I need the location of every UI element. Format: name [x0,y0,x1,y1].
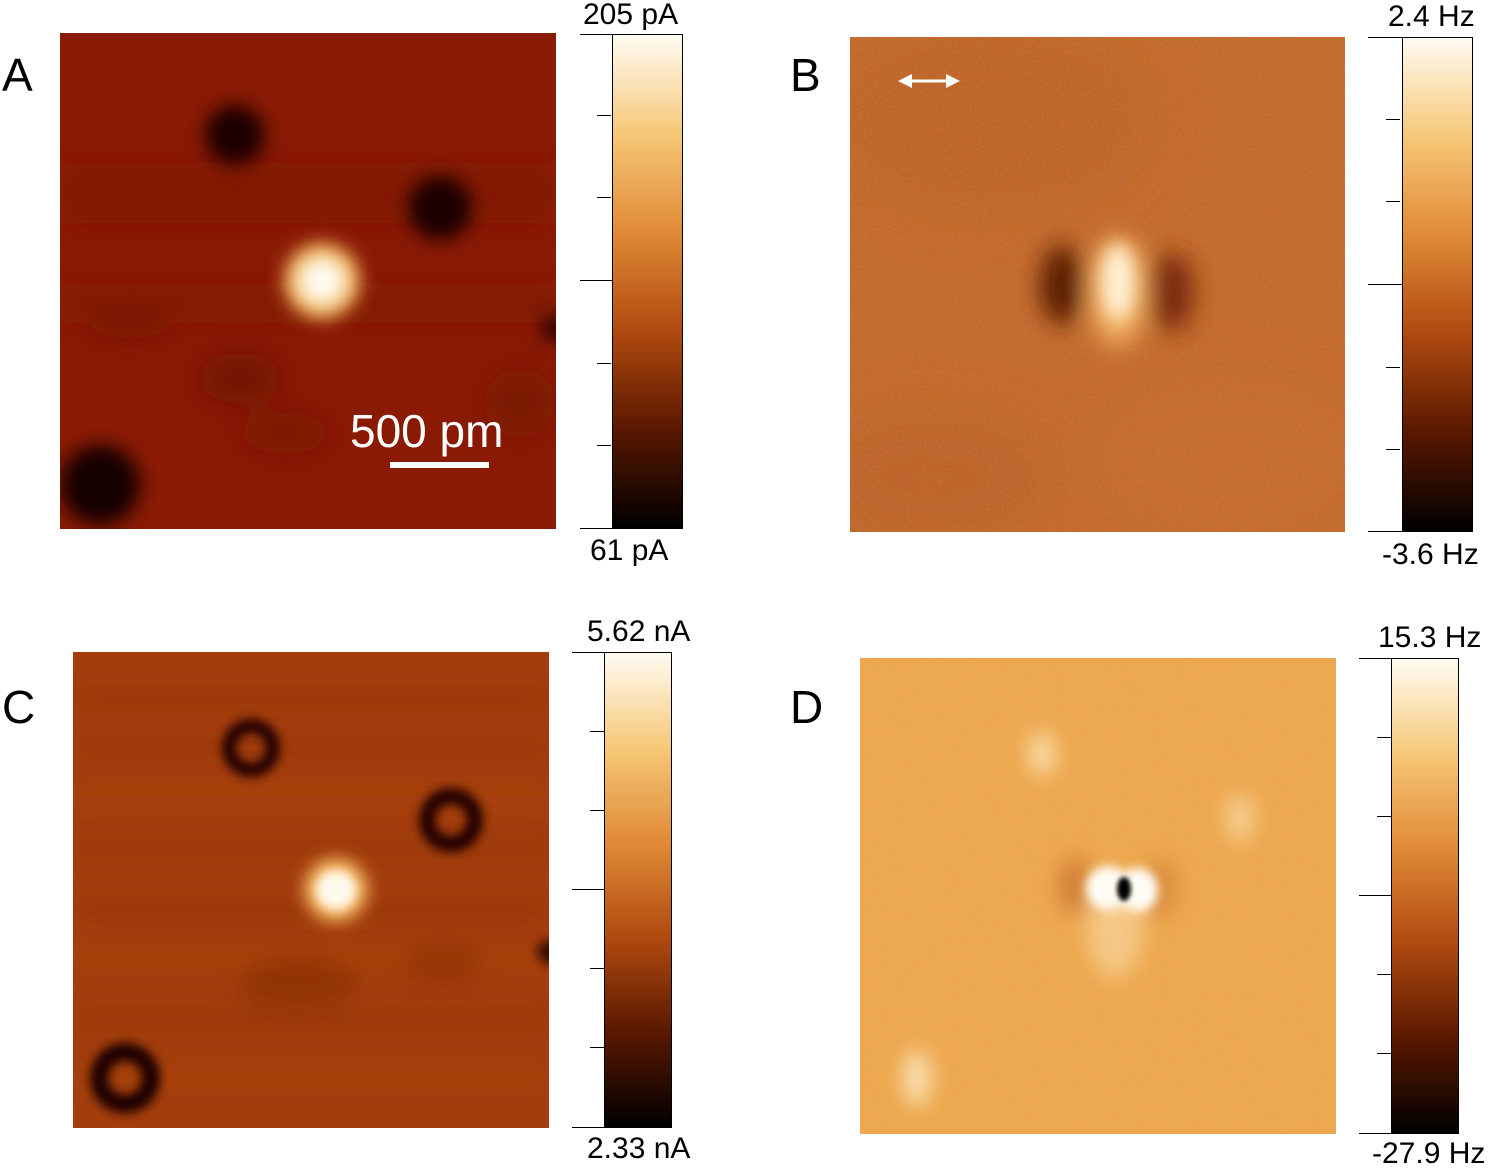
panel-letter-d: D [790,681,824,733]
colorbar-tick [590,1047,604,1048]
colorbar-tick [1359,1133,1391,1134]
current-image-a [60,33,556,529]
colorbar-tick [1377,1053,1391,1054]
colorbar-tick [1359,658,1391,659]
panel-letter-c: C [2,681,36,733]
colorbar-tick [572,1127,604,1128]
colorbar-tick [1368,531,1402,532]
colorbar-max-label: 2.4 Hz [1388,0,1475,33]
panel-letter-b: B [790,49,821,101]
colorbar-tick [597,363,611,364]
panel-letter-a: A [2,49,33,101]
colorbar-min-label: -3.6 Hz [1382,538,1479,571]
colorbar-tick [1386,201,1400,202]
colorbar-tick [572,889,604,890]
colorbar-tick [1359,895,1391,896]
colorbar-tick [1368,37,1402,38]
colorbar-a [612,34,683,529]
colorbar-tick [1377,974,1391,975]
colorbar-tick [580,280,612,281]
colorbar-min-label: 2.33 nA [587,1132,691,1165]
colorbar-min-label: 61 pA [590,534,669,567]
colorbar-b [1402,37,1473,532]
colorbar-tick [1386,367,1400,368]
current-image-c [73,652,549,1128]
colorbar-tick [580,34,612,35]
colorbar-tick [597,445,611,446]
double-headed-arrow-icon [898,74,960,88]
colorbar-tick [1386,449,1400,450]
colorbar-tick [1377,816,1391,817]
colorbar-min-label: -27.9 Hz [1372,1137,1486,1170]
colorbar-max-label: 15.3 Hz [1378,621,1482,654]
frequency-shift-image-d [860,658,1336,1134]
colorbar-tick [597,115,611,116]
colorbar-max-label: 205 pA [583,0,679,31]
colorbar-tick [597,197,611,198]
colorbar-tick [1386,119,1400,120]
colorbar-c [604,652,672,1128]
colorbar-tick [590,968,604,969]
colorbar-tick [590,810,604,811]
colorbar-tick [590,731,604,732]
scale-bar [390,462,489,468]
colorbar-max-label: 5.62 nA [587,615,691,648]
colorbar-tick [572,652,604,653]
colorbar-d [1391,658,1459,1134]
scale-bar-label: 500 pm [350,405,504,457]
colorbar-tick [580,528,612,529]
colorbar-tick [1377,737,1391,738]
frequency-shift-image-b [850,37,1345,532]
colorbar-tick [1368,284,1402,285]
